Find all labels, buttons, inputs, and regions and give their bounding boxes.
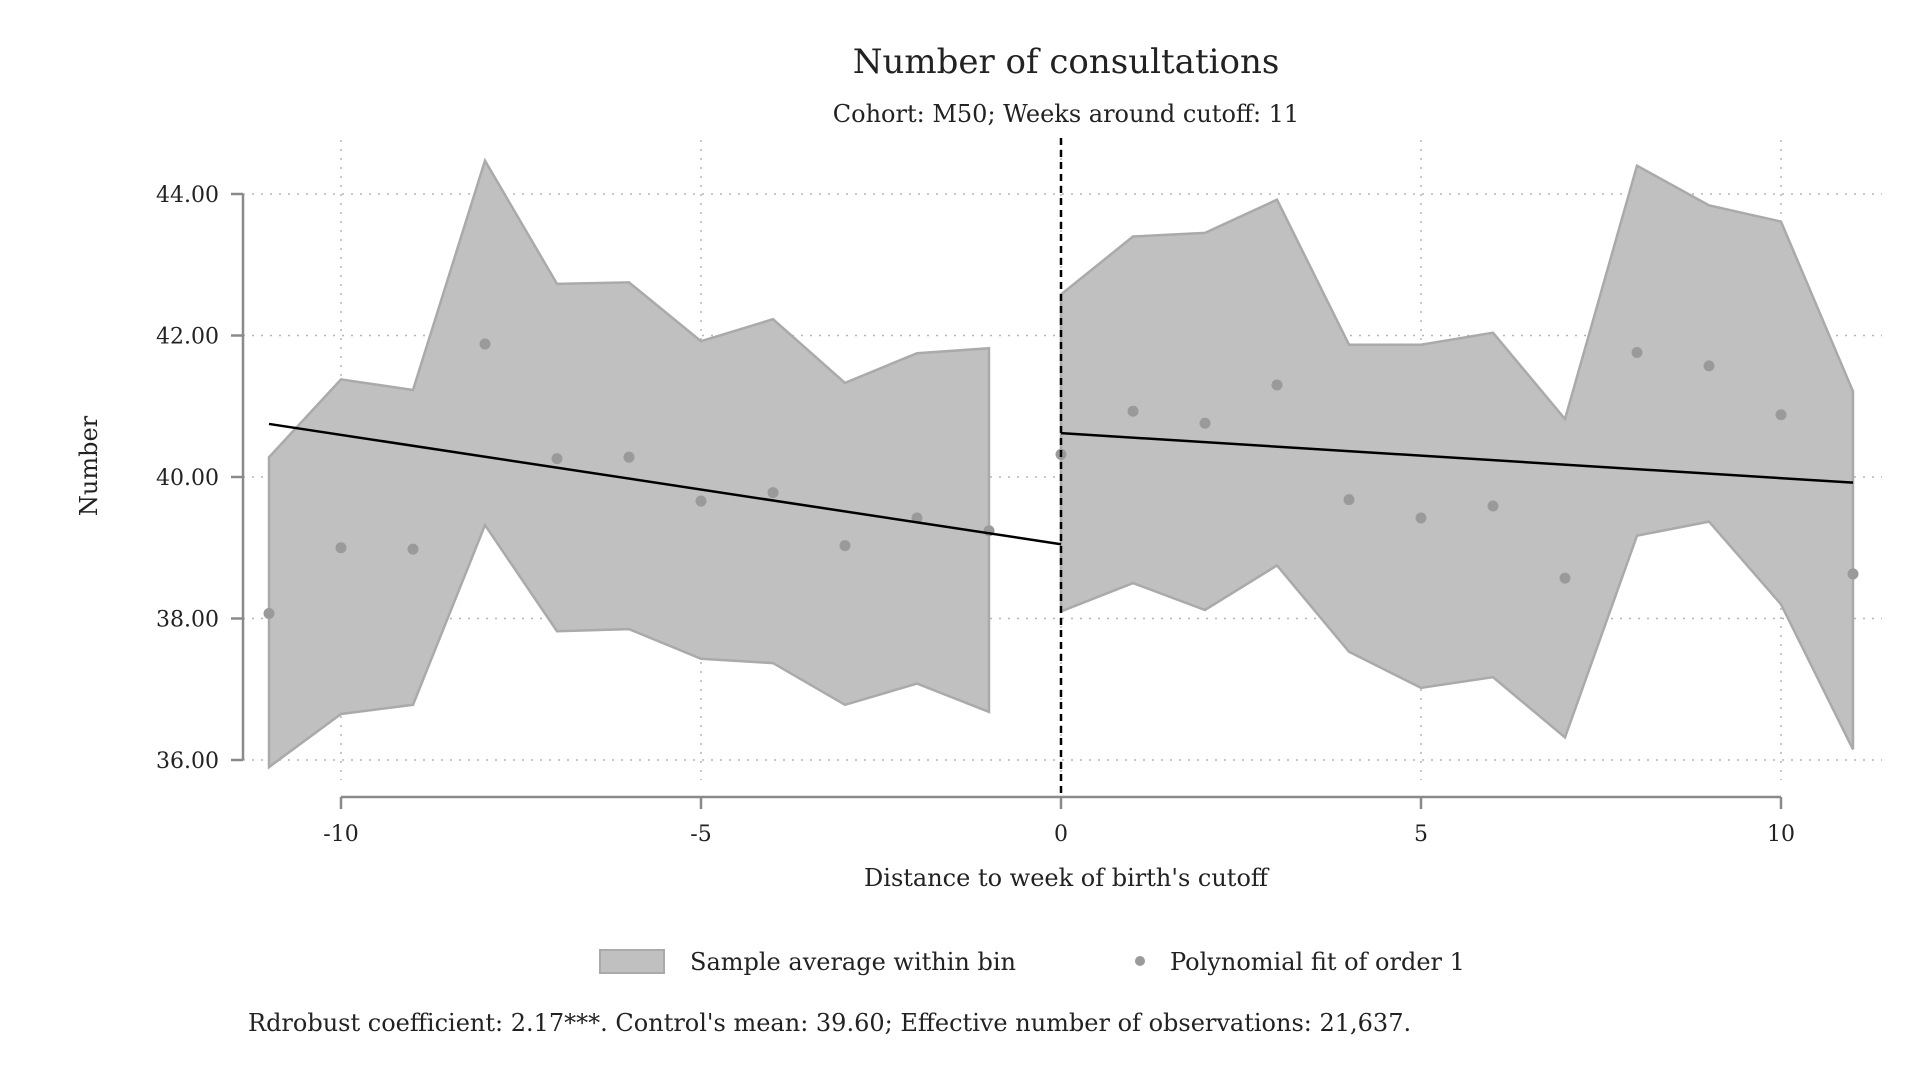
- x-axis-title: Distance to week of birth's cutoff: [864, 864, 1270, 892]
- data-point: [407, 543, 419, 555]
- y-axis-title: Number: [75, 415, 103, 516]
- data-point: [1271, 379, 1283, 391]
- y-tick-label: 38.00: [156, 608, 219, 633]
- confidence-band-left: [267, 157, 991, 770]
- x-tick-label: 10: [1767, 822, 1795, 847]
- data-point: [479, 338, 491, 350]
- x-tick-label: 5: [1414, 822, 1428, 847]
- data-point: [1631, 346, 1643, 358]
- fit-line-right: [1060, 431, 1854, 484]
- data-point: [1775, 409, 1787, 421]
- fit-line-left: [268, 422, 1062, 546]
- legend-label-band: Sample average within bin: [690, 948, 1016, 976]
- y-tick-label: 42.00: [156, 325, 219, 350]
- y-tick-label: 36.00: [156, 749, 219, 774]
- data-point: [1847, 568, 1859, 580]
- x-tick-label: 0: [1054, 822, 1068, 847]
- legend-label-dot: Polynomial fit of order 1: [1170, 948, 1465, 976]
- data-point: [623, 451, 635, 463]
- data-point: [263, 608, 275, 620]
- chart-note: Rdrobust coefficient: 2.17***. Control's…: [248, 1009, 1411, 1037]
- y-tick-label: 44.00: [156, 183, 219, 208]
- legend-swatch-band: [599, 949, 665, 974]
- data-point: [839, 540, 851, 552]
- data-points: [263, 338, 1859, 620]
- legend: Sample average within bin Polynomial fit…: [599, 948, 1465, 976]
- data-point: [1559, 572, 1571, 584]
- data-point: [1199, 417, 1211, 429]
- chart-subtitle: Cohort: M50; Weeks around cutoff: 11: [833, 100, 1299, 128]
- legend-swatch-dot: [1135, 956, 1145, 966]
- data-point: [767, 487, 779, 499]
- data-point: [335, 542, 347, 554]
- data-point: [1487, 500, 1499, 512]
- data-point: [1127, 405, 1139, 417]
- data-point: [1415, 512, 1427, 524]
- data-point: [695, 495, 707, 507]
- data-point: [1343, 494, 1355, 506]
- chart-title: Number of consultations: [853, 42, 1280, 82]
- data-point: [551, 453, 563, 465]
- y-tick-label: 40.00: [156, 466, 219, 491]
- x-tick-label: -10: [323, 822, 358, 847]
- data-point: [1703, 360, 1715, 372]
- axes: 36.00 38.00 40.00 42.00 44.00 -10 -5 0 5 10: [156, 183, 1795, 847]
- x-tick-label: -5: [690, 822, 711, 847]
- fit-lines: [268, 422, 1854, 546]
